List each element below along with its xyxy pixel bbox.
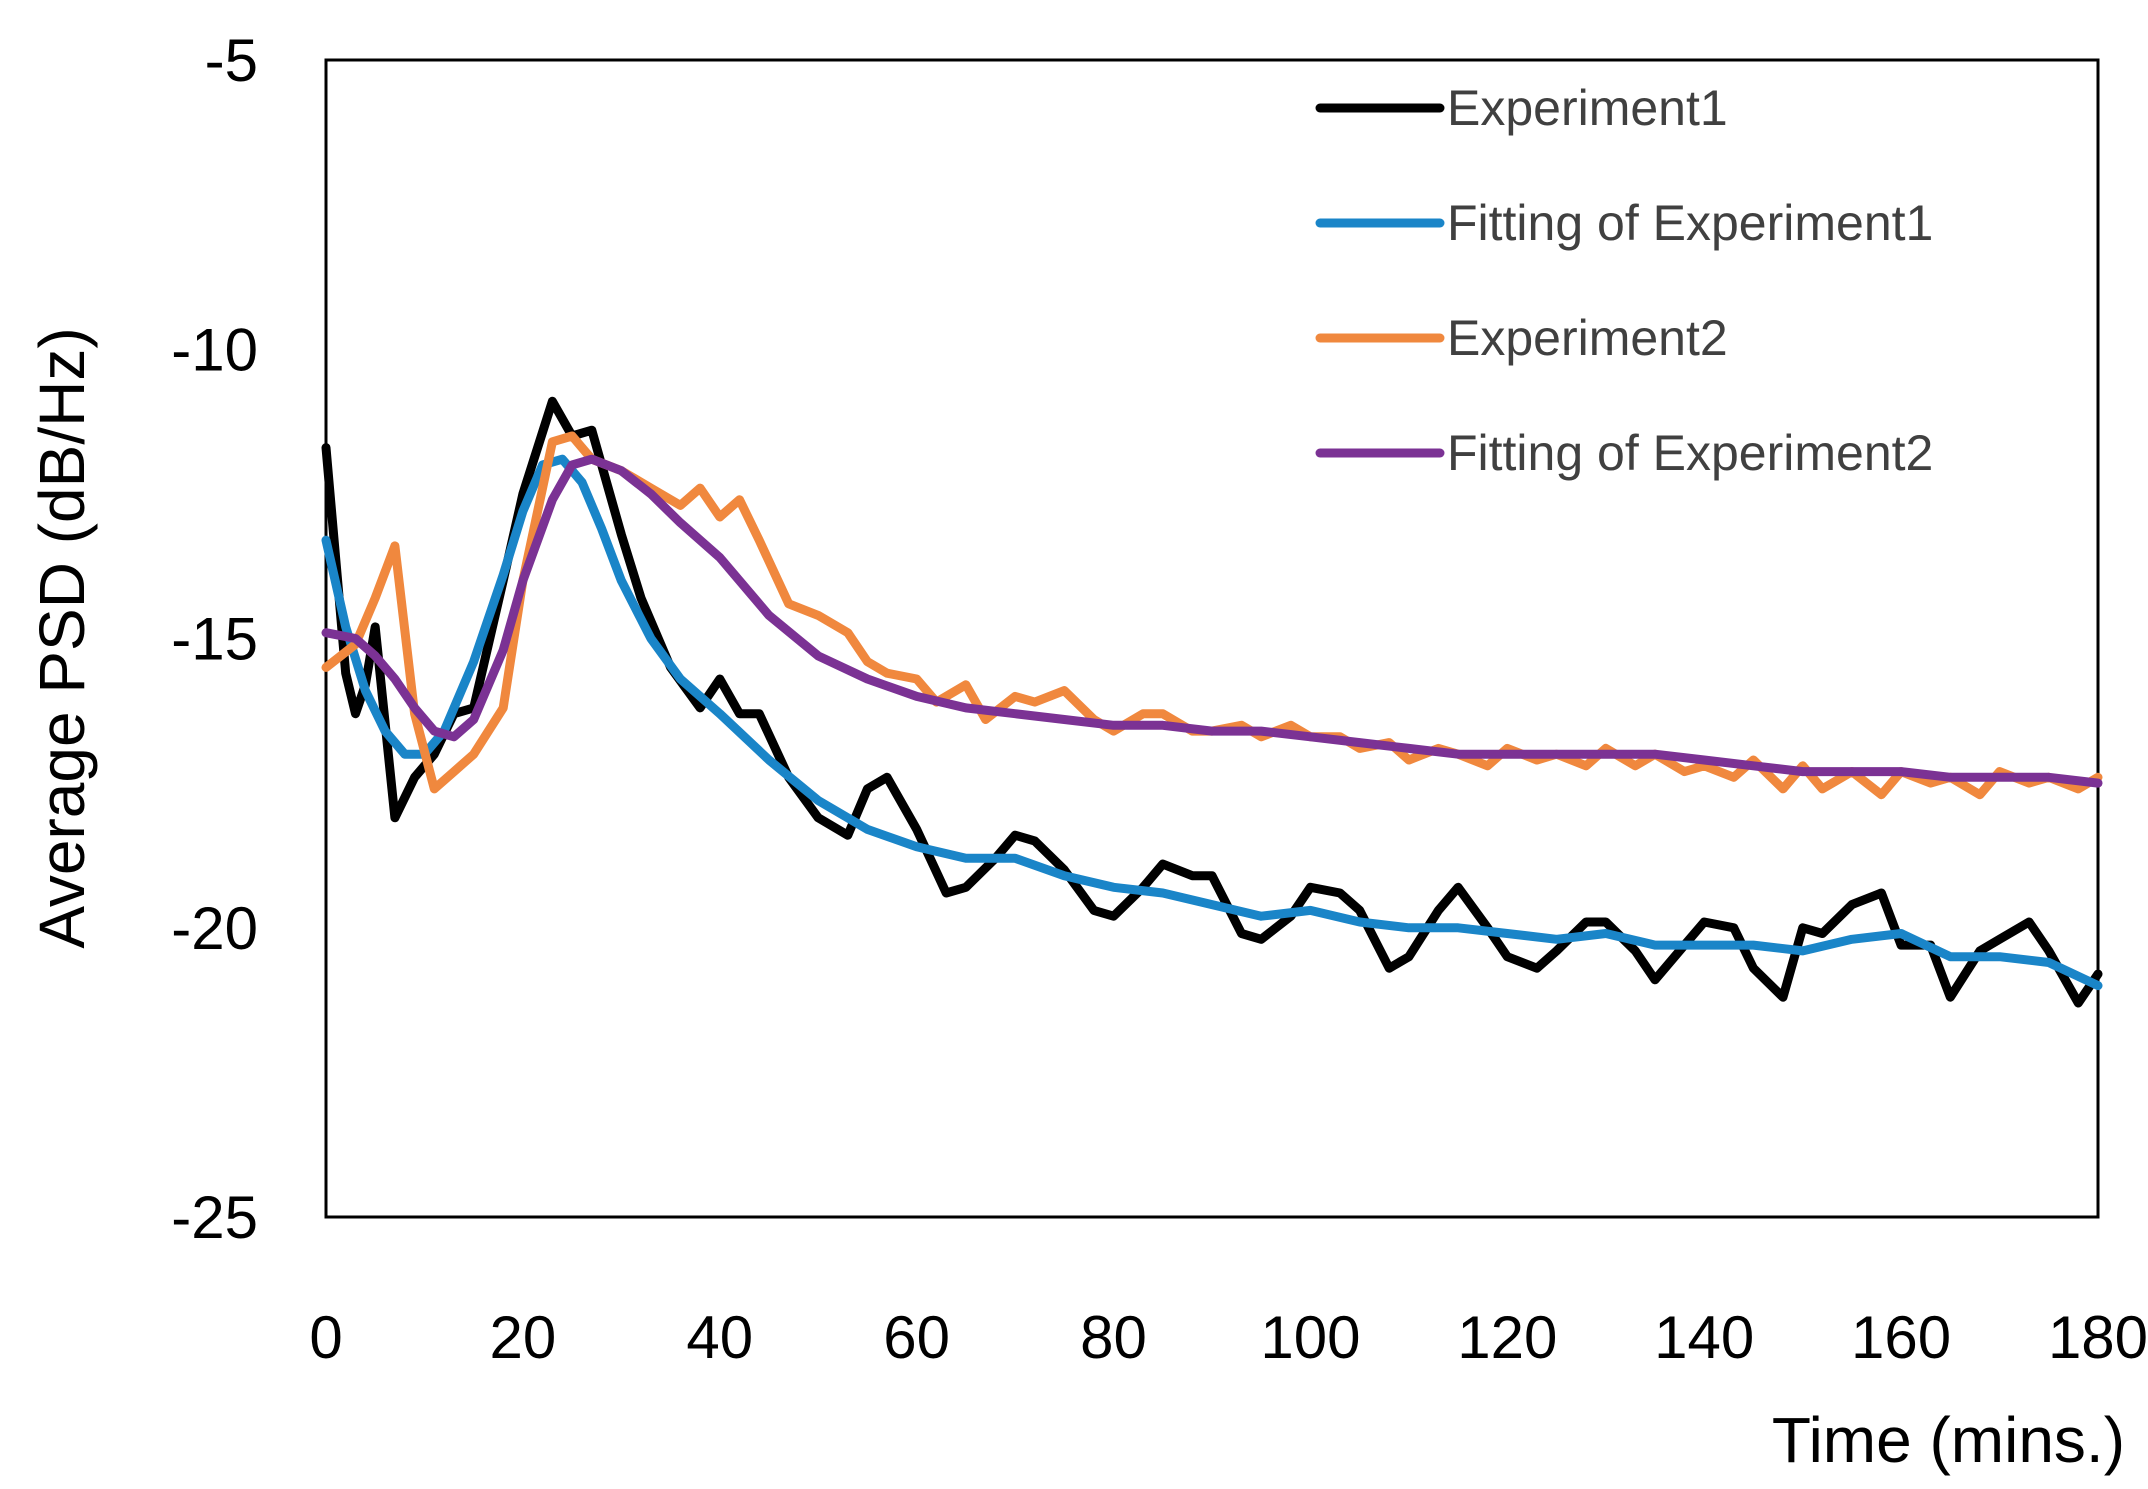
series-line-fitting-of-experiment2 (321, 454, 2103, 788)
x-tick-label: 40 (686, 1304, 753, 1371)
legend-label: Experiment2 (1447, 310, 1728, 366)
x-tick-label: 0 (309, 1304, 342, 1371)
legend-label: Fitting of Experiment2 (1447, 425, 1933, 481)
y-tick-label: -25 (171, 1184, 258, 1251)
x-tick-label: 180 (2048, 1304, 2148, 1371)
legend: Experiment1 Fitting of Experiment1 Experim… (1315, 80, 1933, 481)
series-line-fitting-of-experiment1 (321, 454, 2103, 991)
y-tick-label: -10 (171, 316, 258, 383)
x-tick-label: 160 (1851, 1304, 1951, 1371)
legend-label: Fitting of Experiment1 (1447, 195, 1933, 251)
legend-label: Experiment1 (1447, 80, 1728, 136)
x-tick-label: 80 (1080, 1304, 1147, 1371)
x-tick-label: 120 (1457, 1304, 1557, 1371)
y-axis-ticks: -5 -10 -15 -20 -25 (171, 27, 258, 1251)
x-tick-label: 20 (490, 1304, 557, 1371)
plot-area (324, 58, 2100, 1219)
x-tick-label: 140 (1654, 1304, 1754, 1371)
x-axis-title: Time (mins.) (1772, 1404, 2125, 1476)
y-axis-title: Average PSD (dB/Hz) (26, 327, 98, 948)
series-layer (321, 396, 2103, 1008)
y-tick-label: -20 (171, 895, 258, 962)
x-tick-label: 60 (883, 1304, 950, 1371)
x-axis-ticks: 0 20 40 60 80 100 120 140 160 180 (309, 1304, 2148, 1371)
y-tick-label: -15 (171, 606, 258, 673)
x-tick-label: 100 (1260, 1304, 1360, 1371)
y-tick-label: -5 (205, 27, 258, 94)
series-line-experiment1 (321, 396, 2103, 1008)
